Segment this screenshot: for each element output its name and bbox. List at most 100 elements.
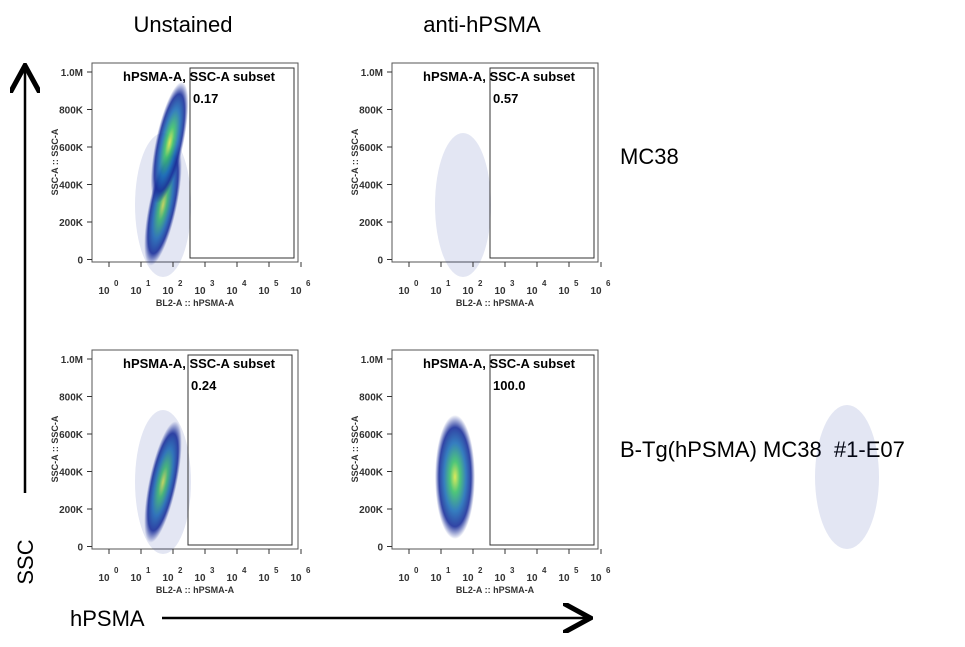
row-label: B-Tg(hPSMA) MC38 #1-E07 [620,437,905,462]
x-tick-exp: 0 [114,279,119,288]
x-axis-label: BL2-A :: hPSMA-A [156,298,235,308]
y-tick-label: 200K [359,218,384,229]
y-tick-label: 0 [377,256,383,267]
x-tick-base: 10 [590,573,602,584]
x-tick-exp: 5 [274,279,279,288]
y-tick-label: 1.0M [361,68,383,79]
gate [187,354,293,546]
y-tick-label: 600K [359,430,384,441]
x-axis-label: BL2-A :: hPSMA-A [156,585,235,595]
x-tick-exp: 0 [114,566,119,575]
plot-frame [391,349,599,550]
x-axis-title: hPSMA [70,606,145,631]
x-tick-exp: 6 [606,566,611,575]
y-tick-label: 400K [59,468,84,479]
y-tick-label: 0 [377,543,383,554]
x-tick-exp: 0 [414,279,419,288]
gate-label: hPSMA-A, SSC-A subset [123,356,276,371]
x-tick-exp: 4 [542,279,547,288]
density-cloud [150,81,189,204]
y-tick-label: 400K [359,181,384,192]
x-tick-exp: 2 [478,566,483,575]
y-tick-label: 1.0M [61,355,83,366]
y-tick-label: 0 [77,543,83,554]
y-tick-label: 600K [59,430,84,441]
gate [189,67,295,259]
column-header: anti-hPSMA [423,12,541,37]
x-tick-base: 10 [130,573,142,584]
gate [489,354,595,546]
x-tick-base: 10 [462,286,474,297]
x-tick-base: 10 [398,286,410,297]
gate-percent: 0.57 [493,91,518,106]
x-tick-exp: 3 [210,279,215,288]
x-tick-exp: 1 [446,279,451,288]
x-tick-exp: 3 [510,566,515,575]
x-tick-base: 10 [194,573,206,584]
y-tick-label: 600K [359,143,384,154]
gate-percent: 0.17 [193,91,218,106]
gate-percent: 100.0 [493,378,526,393]
x-tick-base: 10 [494,573,506,584]
density-cloud [435,415,475,539]
y-tick-label: 0 [77,256,83,267]
x-tick-exp: 2 [478,279,483,288]
x-tick-base: 10 [130,286,142,297]
x-tick-exp: 1 [446,566,451,575]
x-tick-base: 10 [162,573,174,584]
panel: hPSMA-A, SSC-A subset0.571.0M800K600K400… [150,62,611,308]
x-tick-exp: 4 [242,279,247,288]
y-tick-label: 200K [59,218,84,229]
x-tick-base: 10 [430,573,442,584]
x-tick-exp: 4 [542,566,547,575]
x-tick-exp: 2 [178,279,183,288]
x-tick-exp: 5 [574,566,579,575]
y-tick-label: 1.0M [361,355,383,366]
density-halo [435,133,491,277]
x-tick-exp: 4 [242,566,247,575]
x-tick-exp: 5 [274,566,279,575]
x-tick-base: 10 [290,573,302,584]
y-tick-label: 200K [359,505,384,516]
x-tick-base: 10 [98,286,110,297]
y-tick-label: 1.0M [61,68,83,79]
y-axis-label: SSC-A :: SSC-A [350,128,360,195]
y-tick-label: 200K [59,505,84,516]
x-tick-exp: 6 [306,566,311,575]
y-tick-label: 800K [59,106,84,117]
x-tick-exp: 3 [510,279,515,288]
y-tick-label: 400K [359,468,384,479]
gate [489,67,595,259]
y-tick-label: 800K [359,106,384,117]
y-tick-label: 800K [59,393,84,404]
row-label: MC38 [620,144,679,169]
column-header: Unstained [133,12,232,37]
plot-frame [91,349,299,550]
y-axis-label: SSC-A :: SSC-A [350,415,360,482]
x-tick-base: 10 [194,286,206,297]
x-tick-base: 10 [226,573,238,584]
x-tick-exp: 1 [146,566,151,575]
gate-label: hPSMA-A, SSC-A subset [123,69,276,84]
x-tick-base: 10 [258,286,270,297]
panel: hPSMA-A, SSC-A subset0.241.0M800K600K400… [50,349,311,595]
y-tick-label: 400K [59,181,84,192]
x-tick-base: 10 [558,573,570,584]
x-tick-base: 10 [290,286,302,297]
x-axis-label: BL2-A :: hPSMA-A [456,585,535,595]
y-tick-label: 600K [59,143,84,154]
x-axis-label: BL2-A :: hPSMA-A [456,298,535,308]
density-cloud [144,421,182,543]
x-tick-base: 10 [558,286,570,297]
x-tick-base: 10 [526,573,538,584]
gate-label: hPSMA-A, SSC-A subset [423,356,576,371]
x-tick-base: 10 [430,286,442,297]
x-tick-base: 10 [98,573,110,584]
y-axis-title: SSC [13,539,38,584]
x-tick-base: 10 [494,286,506,297]
x-tick-exp: 3 [210,566,215,575]
panel: hPSMA-A, SSC-A subset100.01.0M800K600K40… [350,349,879,595]
x-tick-exp: 5 [574,279,579,288]
x-tick-exp: 6 [306,279,311,288]
